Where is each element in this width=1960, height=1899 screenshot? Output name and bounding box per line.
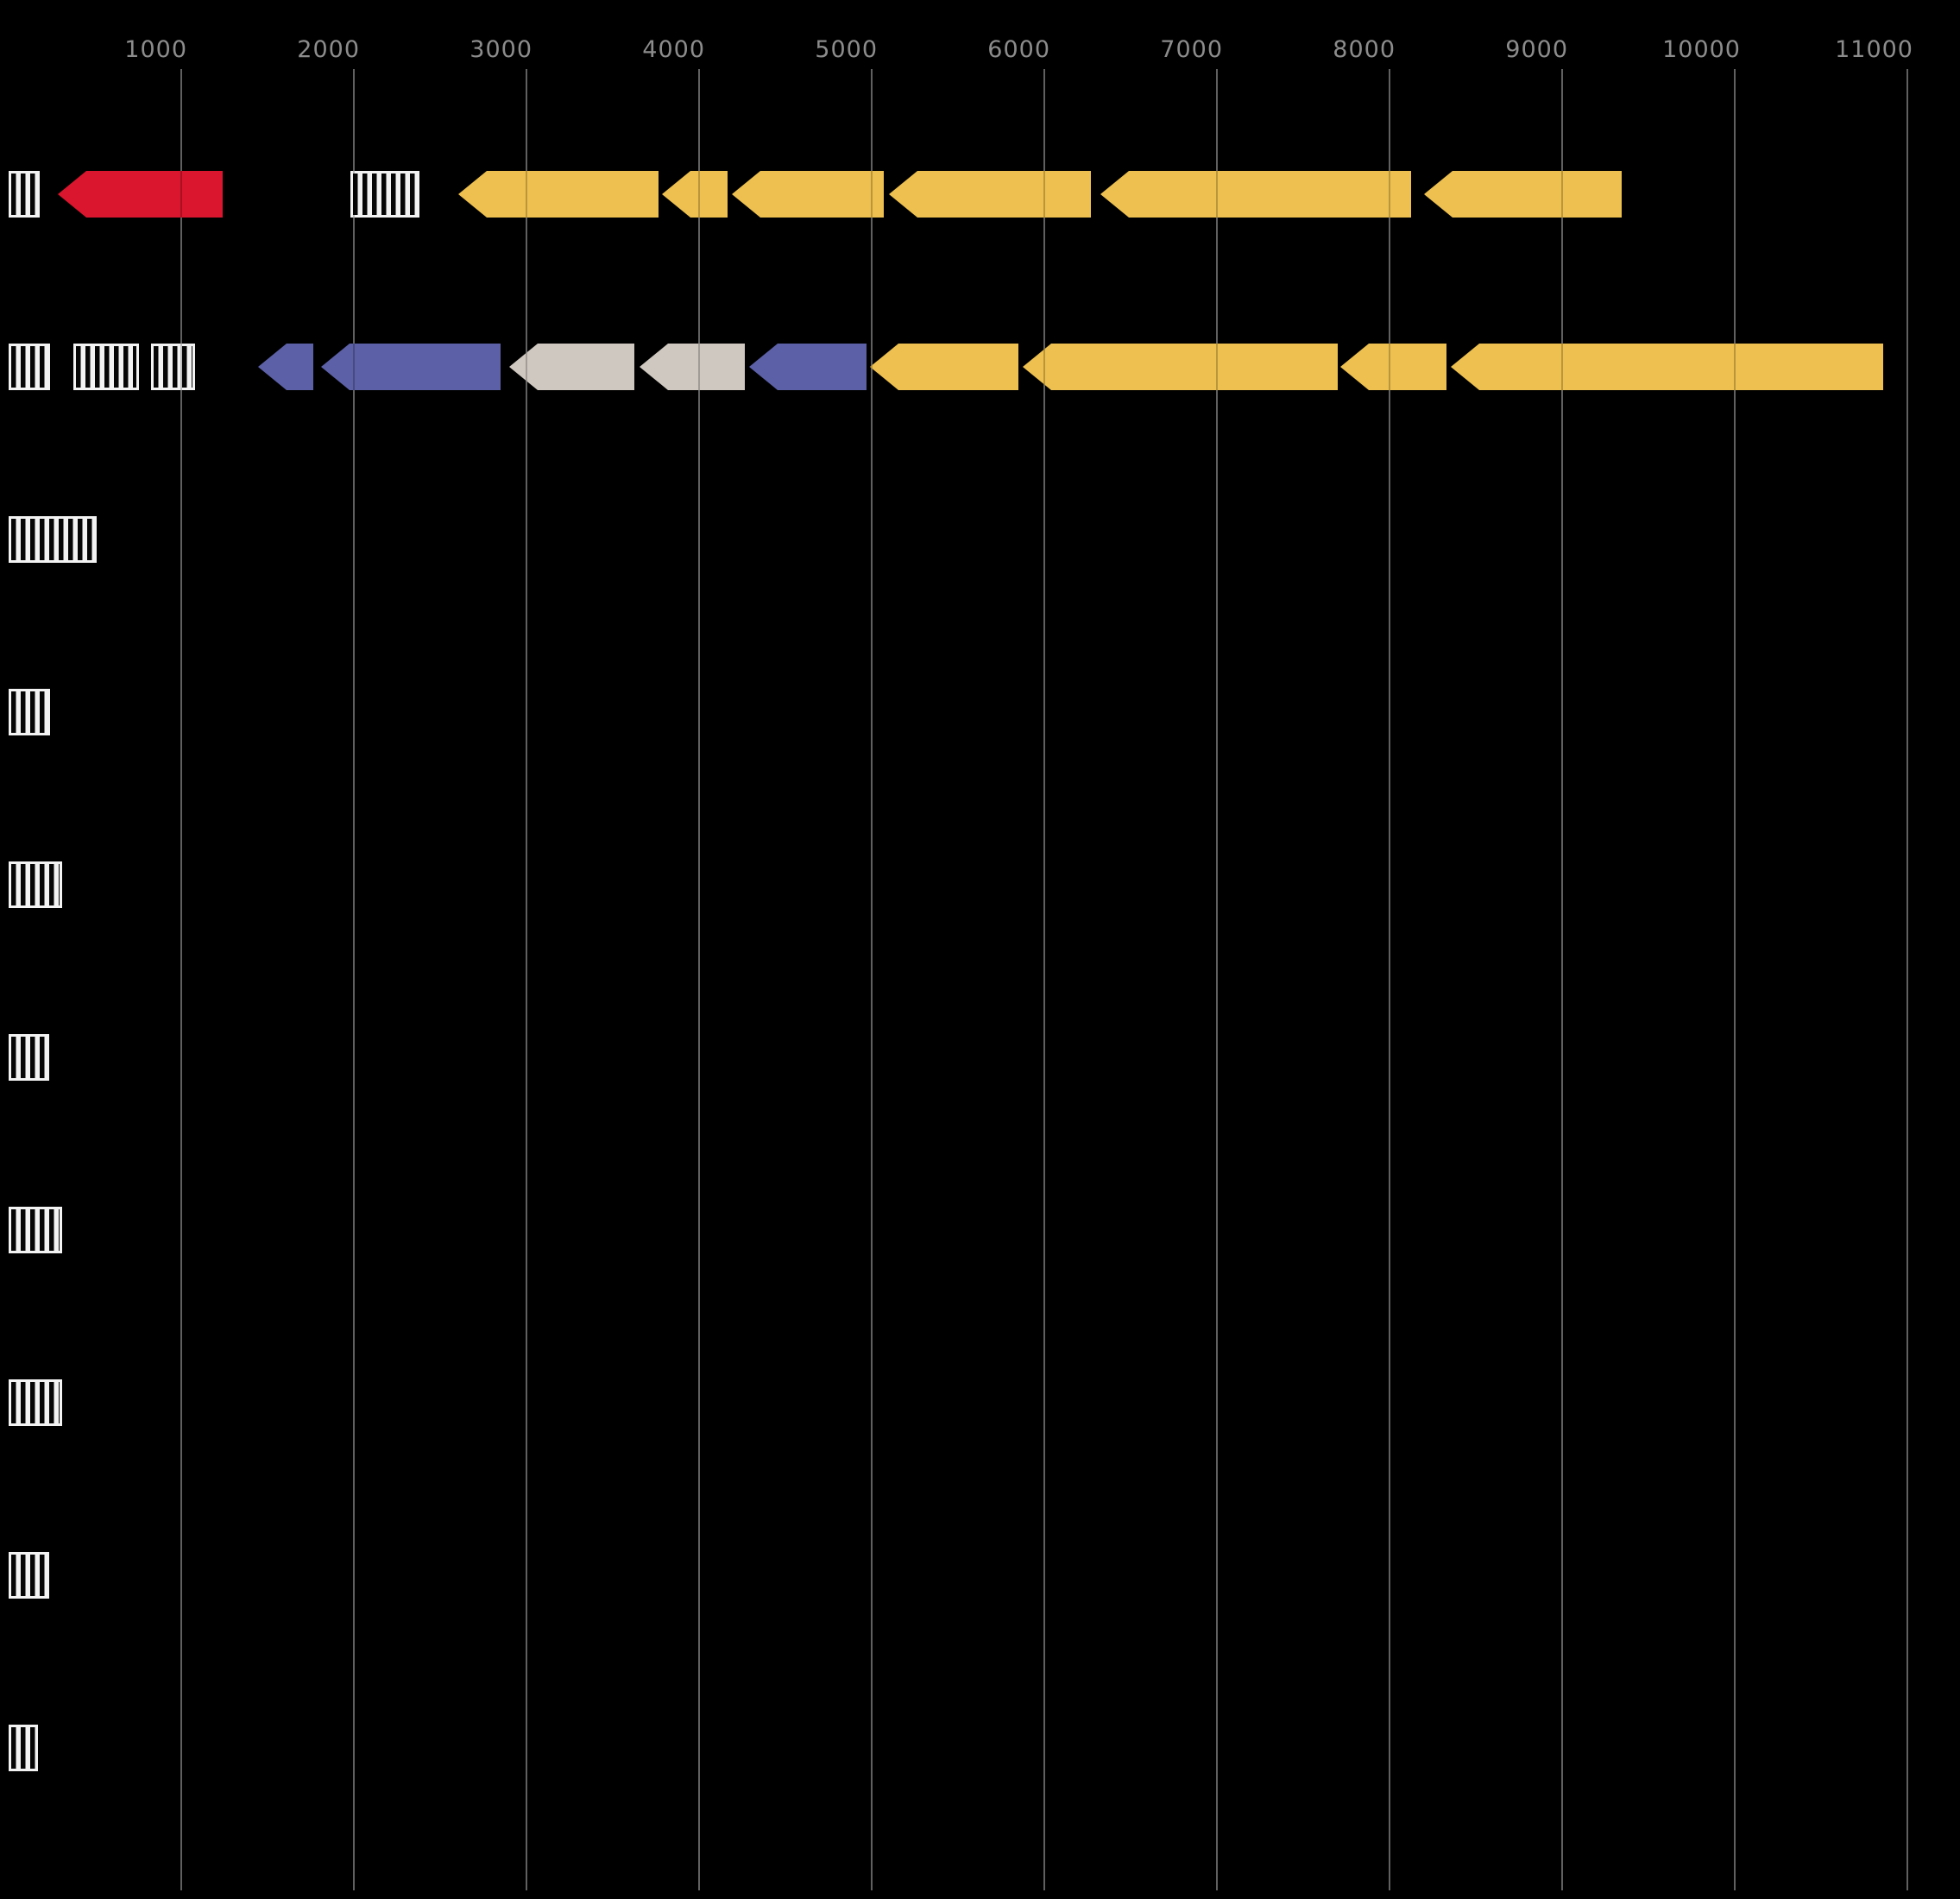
- axis-tick-label: 10000: [1662, 36, 1741, 63]
- axis-tick-label: 6000: [987, 36, 1050, 63]
- axis-tick-label: 4000: [642, 36, 705, 63]
- gridline-3000: [526, 69, 527, 1890]
- gridline-overlay-10000: [1734, 69, 1736, 1890]
- gene-arrow-yellow: [1451, 344, 1883, 390]
- gridline-8000: [1389, 69, 1390, 1890]
- hatched-pseudogene-box: [151, 344, 195, 390]
- gene-arrow-yellow: [662, 171, 728, 218]
- gridline-overlay-7000: [1216, 69, 1218, 1890]
- gridline-overlay-4000: [698, 69, 700, 1890]
- hatched-pseudogene-box: [350, 171, 419, 218]
- gridline-11000: [1906, 69, 1908, 1890]
- gene-arrow-yellow: [889, 171, 1091, 218]
- hatched-pseudogene-box: [9, 1207, 62, 1253]
- axis-tick-label: 2000: [297, 36, 360, 63]
- gridline-7000: [1216, 69, 1218, 1890]
- gene-arrow-yellow: [458, 171, 659, 218]
- gridline-overlay-2000: [353, 69, 355, 1890]
- gridline-overlay-9000: [1561, 69, 1563, 1890]
- hatched-pseudogene-box: [9, 1725, 38, 1771]
- hatched-pseudogene-box: [9, 171, 40, 218]
- axis-tick-label: 5000: [815, 36, 878, 63]
- gene-arrow-blue: [321, 344, 501, 390]
- hatched-pseudogene-box: [9, 689, 50, 735]
- gridline-overlay-8000: [1389, 69, 1390, 1890]
- hatched-pseudogene-box: [9, 344, 50, 390]
- gridline-overlay-6000: [1043, 69, 1045, 1890]
- gene-arrow-yellow: [870, 344, 1018, 390]
- axis-tick-label: 11000: [1835, 36, 1913, 63]
- gene-arrow-blue: [749, 344, 867, 390]
- gridline-4000: [698, 69, 700, 1890]
- gridline-9000: [1561, 69, 1563, 1890]
- gene-arrow-gray: [640, 344, 745, 390]
- hatched-pseudogene-box: [9, 1552, 49, 1599]
- gridline-overlay-5000: [871, 69, 873, 1890]
- axis-tick-label: 8000: [1333, 36, 1396, 63]
- gridline-overlay-1000: [180, 69, 182, 1890]
- gene-arrow-yellow: [732, 171, 884, 218]
- gene-arrow-yellow: [1100, 171, 1411, 218]
- gene-arrow-gray: [509, 344, 634, 390]
- gridline-5000: [871, 69, 873, 1890]
- gridline-1000: [180, 69, 182, 1890]
- axis-tick-label: 9000: [1505, 36, 1568, 63]
- gridline-10000: [1734, 69, 1736, 1890]
- gene-arrow-yellow: [1023, 344, 1338, 390]
- gridline-overlay-11000: [1906, 69, 1908, 1890]
- gene-arrow-red: [58, 171, 223, 218]
- gridline-overlay-3000: [526, 69, 527, 1890]
- hatched-pseudogene-box: [9, 1379, 62, 1426]
- hatched-pseudogene-box: [9, 861, 62, 908]
- gridline-6000: [1043, 69, 1045, 1890]
- hatched-pseudogene-box: [9, 516, 97, 563]
- gene-arrow-yellow: [1424, 171, 1622, 218]
- axis-tick-label: 1000: [124, 36, 187, 63]
- gene-arrow-yellow: [1340, 344, 1446, 390]
- gene-arrow-blue: [258, 344, 313, 390]
- gridline-2000: [353, 69, 355, 1890]
- hatched-pseudogene-box: [9, 1034, 49, 1081]
- hatched-pseudogene-box: [73, 344, 139, 390]
- axis-tick-label: 7000: [1160, 36, 1223, 63]
- axis-tick-label: 3000: [470, 36, 533, 63]
